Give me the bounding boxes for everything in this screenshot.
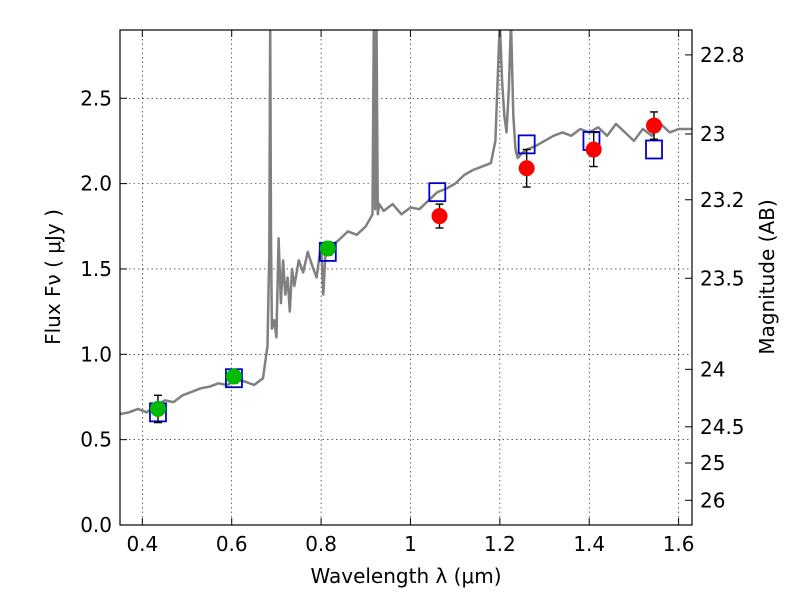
- spectrum-line-group: [120, 30, 692, 416]
- x-tick-label: 0.4: [126, 532, 158, 556]
- y2-tick-label: 22.8: [700, 43, 745, 67]
- y2-tick-label: 24: [700, 357, 725, 381]
- x-tick-label: 1.6: [663, 532, 695, 556]
- model-flux-square: [645, 139, 663, 160]
- y2-tick-label: 23.2: [700, 188, 745, 212]
- x-tick-label: 0.6: [216, 532, 248, 556]
- markers-group: [149, 111, 663, 424]
- spectrum-line: [120, 30, 692, 416]
- observed-optical-point: [149, 400, 166, 417]
- observed-optical-point: [319, 240, 336, 257]
- plot-frame: [119, 29, 693, 526]
- y-tick-label: 2.0: [80, 172, 112, 196]
- observed-nir-point: [585, 141, 602, 158]
- y-tick-label: 1.5: [80, 257, 112, 281]
- y2-tick-label: 26: [700, 488, 725, 512]
- x-tick-label: 0.8: [305, 532, 337, 556]
- x-tick-label: 1.2: [484, 532, 516, 556]
- y-axis-label: Flux Fν ( μJy ): [41, 209, 65, 345]
- observed-optical-point: [225, 368, 242, 385]
- observed-nir-point: [518, 160, 535, 177]
- y2-tick-label: 24.5: [700, 415, 745, 439]
- model-flux-square: [428, 182, 447, 203]
- y2-tick-label: 25: [700, 451, 725, 475]
- y-tick-label: 1.0: [80, 342, 112, 366]
- observed-nir-point: [646, 117, 663, 134]
- x-tick-label: 1: [404, 532, 417, 556]
- y-tick-label: 2.5: [80, 86, 112, 110]
- y-tick-label: 0.5: [80, 428, 112, 452]
- y2-tick-label: 23.5: [700, 266, 745, 290]
- observed-nir-point: [431, 208, 448, 225]
- x-tick-label: 1.4: [573, 532, 605, 556]
- ticks-group: 0.4 0.6 0.8 1 1.2 1.4 1.6 0.0 0.5 1.0 1.5 2.0 2.5 22.…: [80, 30, 745, 556]
- x-axis-label: Wavelength λ (μm): [310, 564, 501, 588]
- grid: [120, 30, 692, 526]
- y2-axis-label: Magnitude (AB): [755, 199, 779, 354]
- y2-tick-label: 23: [700, 122, 725, 146]
- y-tick-label: 0.0: [80, 513, 112, 537]
